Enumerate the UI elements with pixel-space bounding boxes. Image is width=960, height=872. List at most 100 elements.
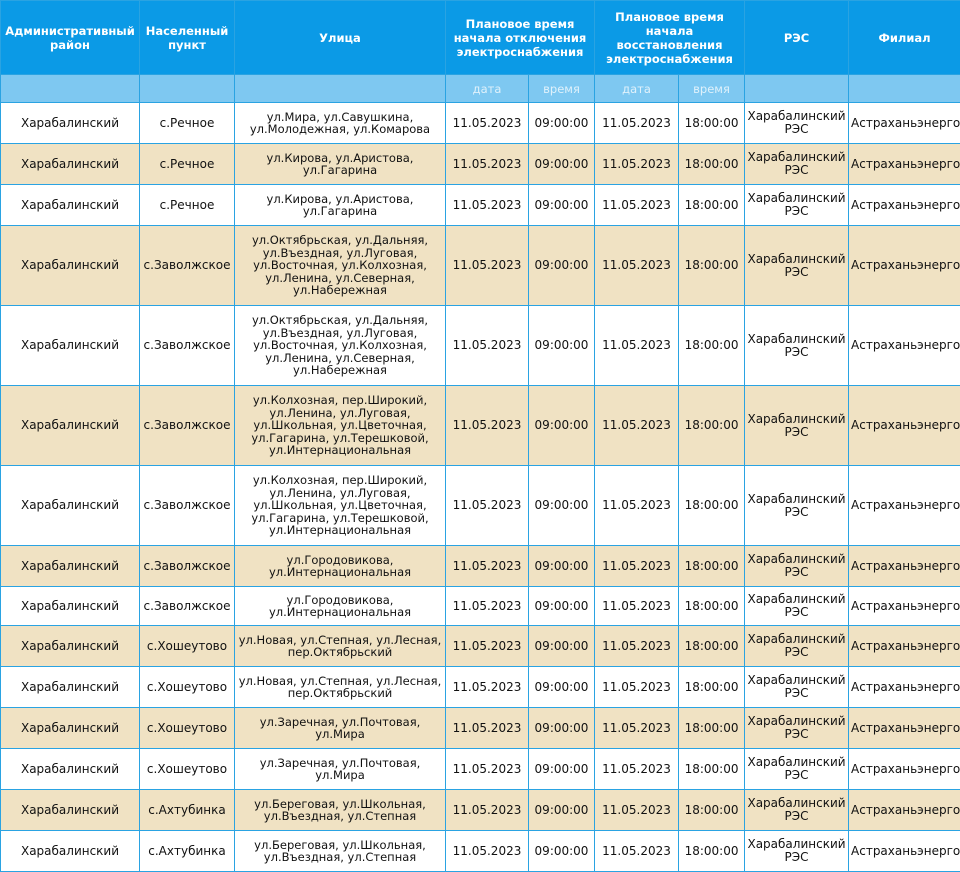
cell-on-time: 18:00:00	[679, 831, 745, 872]
cell-locality: с.Хошеутово	[140, 749, 235, 790]
subheader-empty	[1, 75, 140, 103]
cell-locality: с.Заволжское	[140, 386, 235, 466]
subheader-empty	[140, 75, 235, 103]
cell-res: Харабалинский РЭС	[745, 587, 849, 626]
cell-branch: Астраханьэнерго	[849, 306, 960, 386]
header-res: РЭС	[745, 1, 849, 75]
cell-off-time: 09:00:00	[529, 185, 595, 226]
cell-district: Харабалинский	[1, 386, 140, 466]
table-row: Харабалинский с.Заволжское ул.Октябрьска…	[1, 226, 960, 306]
cell-on-time: 18:00:00	[679, 546, 745, 587]
cell-on-date: 11.05.2023	[595, 144, 679, 185]
table-row: Харабалинский с.Заволжское ул.Городовико…	[1, 587, 960, 626]
cell-on-date: 11.05.2023	[595, 185, 679, 226]
cell-on-date: 11.05.2023	[595, 386, 679, 466]
cell-on-date: 11.05.2023	[595, 749, 679, 790]
cell-district: Харабалинский	[1, 749, 140, 790]
cell-res: Харабалинский РЭС	[745, 749, 849, 790]
table-row: Харабалинский с.Речное ул.Кирова, ул.Ари…	[1, 185, 960, 226]
subheader-on-date: дата	[595, 75, 679, 103]
cell-on-time: 18:00:00	[679, 667, 745, 708]
table-header: Административный район Населенный пункт …	[1, 1, 960, 103]
cell-branch: Астраханьэнерго	[849, 185, 960, 226]
header-district: Административный район	[1, 1, 140, 75]
cell-off-time: 09:00:00	[529, 306, 595, 386]
cell-street: ул.Новая, ул.Степная, ул.Лесная, пер.Окт…	[235, 667, 446, 708]
cell-on-time: 18:00:00	[679, 185, 745, 226]
cell-district: Харабалинский	[1, 144, 140, 185]
cell-branch: Астраханьэнерго	[849, 667, 960, 708]
cell-street: ул.Кирова, ул.Аристова, ул.Гагарина	[235, 144, 446, 185]
cell-branch: Астраханьэнерго	[849, 386, 960, 466]
cell-district: Харабалинский	[1, 667, 140, 708]
cell-res: Харабалинский РЭС	[745, 626, 849, 667]
table-row: Харабалинский с.Ахтубинка ул.Береговая, …	[1, 831, 960, 872]
cell-on-time: 18:00:00	[679, 587, 745, 626]
cell-res: Харабалинский РЭС	[745, 466, 849, 546]
cell-street: ул.Колхозная, пер.Широкий, ул.Ленина, ул…	[235, 466, 446, 546]
cell-off-date: 11.05.2023	[446, 667, 529, 708]
cell-street: ул.Октябрьская, ул.Дальняя, ул.Въездная,…	[235, 226, 446, 306]
cell-on-date: 11.05.2023	[595, 306, 679, 386]
cell-off-time: 09:00:00	[529, 626, 595, 667]
subheader-empty	[849, 75, 960, 103]
cell-off-time: 09:00:00	[529, 708, 595, 749]
cell-res: Харабалинский РЭС	[745, 306, 849, 386]
cell-off-date: 11.05.2023	[446, 466, 529, 546]
header-restore-time: Плановое время начала восстановления эле…	[595, 1, 745, 75]
cell-district: Харабалинский	[1, 306, 140, 386]
table-row: Харабалинский с.Заволжское ул.Октябрьска…	[1, 306, 960, 386]
cell-branch: Астраханьэнерго	[849, 831, 960, 872]
cell-street: ул.Октябрьская, ул.Дальняя, ул.Въездная,…	[235, 306, 446, 386]
cell-on-time: 18:00:00	[679, 466, 745, 546]
cell-street: ул.Береговая, ул.Школьная, ул.Въездная, …	[235, 790, 446, 831]
table-row: Харабалинский с.Хошеутово ул.Заречная, у…	[1, 749, 960, 790]
cell-off-time: 09:00:00	[529, 546, 595, 587]
header-locality: Населенный пункт	[140, 1, 235, 75]
cell-on-time: 18:00:00	[679, 144, 745, 185]
cell-district: Харабалинский	[1, 790, 140, 831]
cell-on-time: 18:00:00	[679, 708, 745, 749]
cell-on-date: 11.05.2023	[595, 226, 679, 306]
subheader-row: дата время дата время	[1, 75, 960, 103]
header-street: Улица	[235, 1, 446, 75]
cell-on-time: 18:00:00	[679, 749, 745, 790]
cell-res: Харабалинский РЭС	[745, 546, 849, 587]
cell-res: Харабалинский РЭС	[745, 831, 849, 872]
cell-district: Харабалинский	[1, 226, 140, 306]
cell-street: ул.Колхозная, пер.Широкий, ул.Ленина, ул…	[235, 386, 446, 466]
cell-street: ул.Береговая, ул.Школьная, ул.Въездная, …	[235, 831, 446, 872]
cell-branch: Астраханьэнерго	[849, 708, 960, 749]
subheader-empty	[745, 75, 849, 103]
cell-off-time: 09:00:00	[529, 667, 595, 708]
cell-on-date: 11.05.2023	[595, 587, 679, 626]
cell-locality: с.Речное	[140, 185, 235, 226]
cell-locality: с.Речное	[140, 144, 235, 185]
cell-branch: Астраханьэнерго	[849, 749, 960, 790]
cell-district: Харабалинский	[1, 546, 140, 587]
subheader-off-time: время	[529, 75, 595, 103]
cell-off-time: 09:00:00	[529, 790, 595, 831]
cell-district: Харабалинский	[1, 831, 140, 872]
cell-on-date: 11.05.2023	[595, 103, 679, 144]
cell-locality: с.Заволжское	[140, 587, 235, 626]
header-row: Административный район Населенный пункт …	[1, 1, 960, 75]
cell-branch: Астраханьэнерго	[849, 226, 960, 306]
cell-locality: с.Заволжское	[140, 306, 235, 386]
cell-off-date: 11.05.2023	[446, 306, 529, 386]
cell-district: Харабалинский	[1, 466, 140, 546]
cell-locality: с.Хошеутово	[140, 626, 235, 667]
cell-district: Харабалинский	[1, 185, 140, 226]
cell-off-date: 11.05.2023	[446, 626, 529, 667]
cell-branch: Астраханьэнерго	[849, 790, 960, 831]
cell-branch: Астраханьэнерго	[849, 144, 960, 185]
cell-on-date: 11.05.2023	[595, 831, 679, 872]
cell-off-time: 09:00:00	[529, 466, 595, 546]
cell-street: ул.Заречная, ул.Почтовая, ул.Мира	[235, 708, 446, 749]
cell-branch: Астраханьэнерго	[849, 546, 960, 587]
cell-off-date: 11.05.2023	[446, 587, 529, 626]
cell-off-time: 09:00:00	[529, 587, 595, 626]
table-row: Харабалинский с.Хошеутово ул.Заречная, у…	[1, 708, 960, 749]
cell-locality: с.Хошеутово	[140, 667, 235, 708]
